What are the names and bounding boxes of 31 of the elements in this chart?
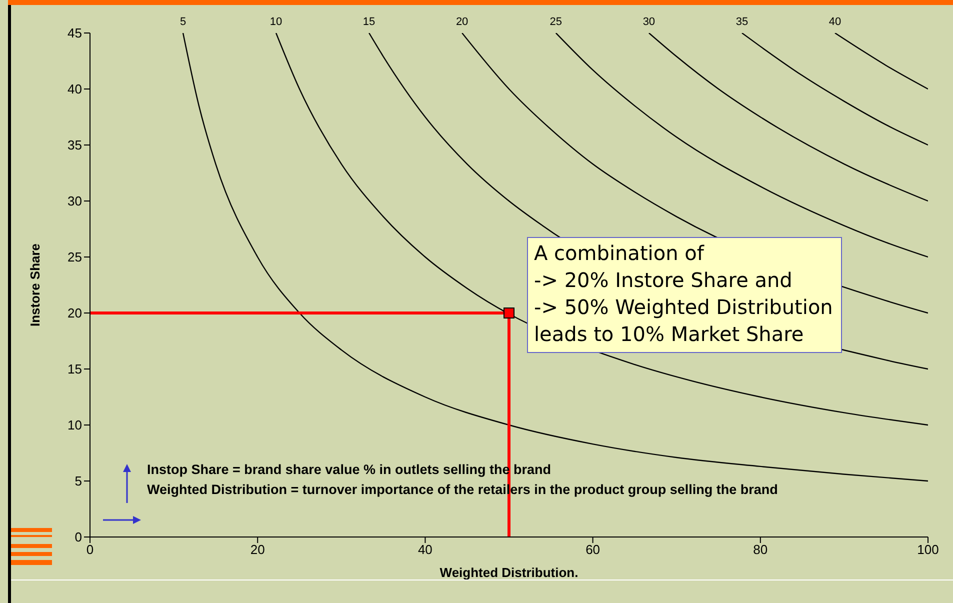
y-axis-title: Instore Share <box>28 243 43 327</box>
series-label: 40 <box>828 16 842 28</box>
annotation: A combination of -> 20% Instore Share and -> 50% Weighted Distribution leads to 10% Market Share <box>527 237 842 353</box>
x-tick-label: 60 <box>586 542 600 558</box>
y-tick-label: 15 <box>68 362 82 377</box>
line-series <box>648 33 928 202</box>
series-label: 25 <box>550 16 562 28</box>
series-label: 20 <box>456 16 468 28</box>
line-series <box>741 33 928 146</box>
y-tick-label: 40 <box>68 82 82 97</box>
y-tick-label: 25 <box>68 250 82 265</box>
series-label: 10 <box>270 16 282 28</box>
series-label: 5 <box>180 16 186 28</box>
y-tick-label: 45 <box>68 26 82 41</box>
x-tick-label: 80 <box>753 542 768 558</box>
y-tick-label: 5 <box>74 474 82 489</box>
x-tick-label: 0 <box>86 542 94 558</box>
y-tick-label: 35 <box>68 138 82 153</box>
x-axis-title: Weighted Distribution. <box>440 565 578 580</box>
y-tick-label: 20 <box>68 306 82 321</box>
x-tick-label: 40 <box>418 542 432 558</box>
series-label: 15 <box>362 16 376 28</box>
series-label: 30 <box>642 16 656 28</box>
y-tick-label: 10 <box>68 418 82 433</box>
line-series <box>275 33 928 426</box>
x-tick-label: 100 <box>917 542 939 558</box>
y-tick-label: 0 <box>74 530 82 545</box>
y-tick-label: 30 <box>68 194 82 209</box>
series-label: 35 <box>736 16 748 28</box>
line-series <box>834 33 928 90</box>
x-tick-label: 20 <box>250 542 265 558</box>
